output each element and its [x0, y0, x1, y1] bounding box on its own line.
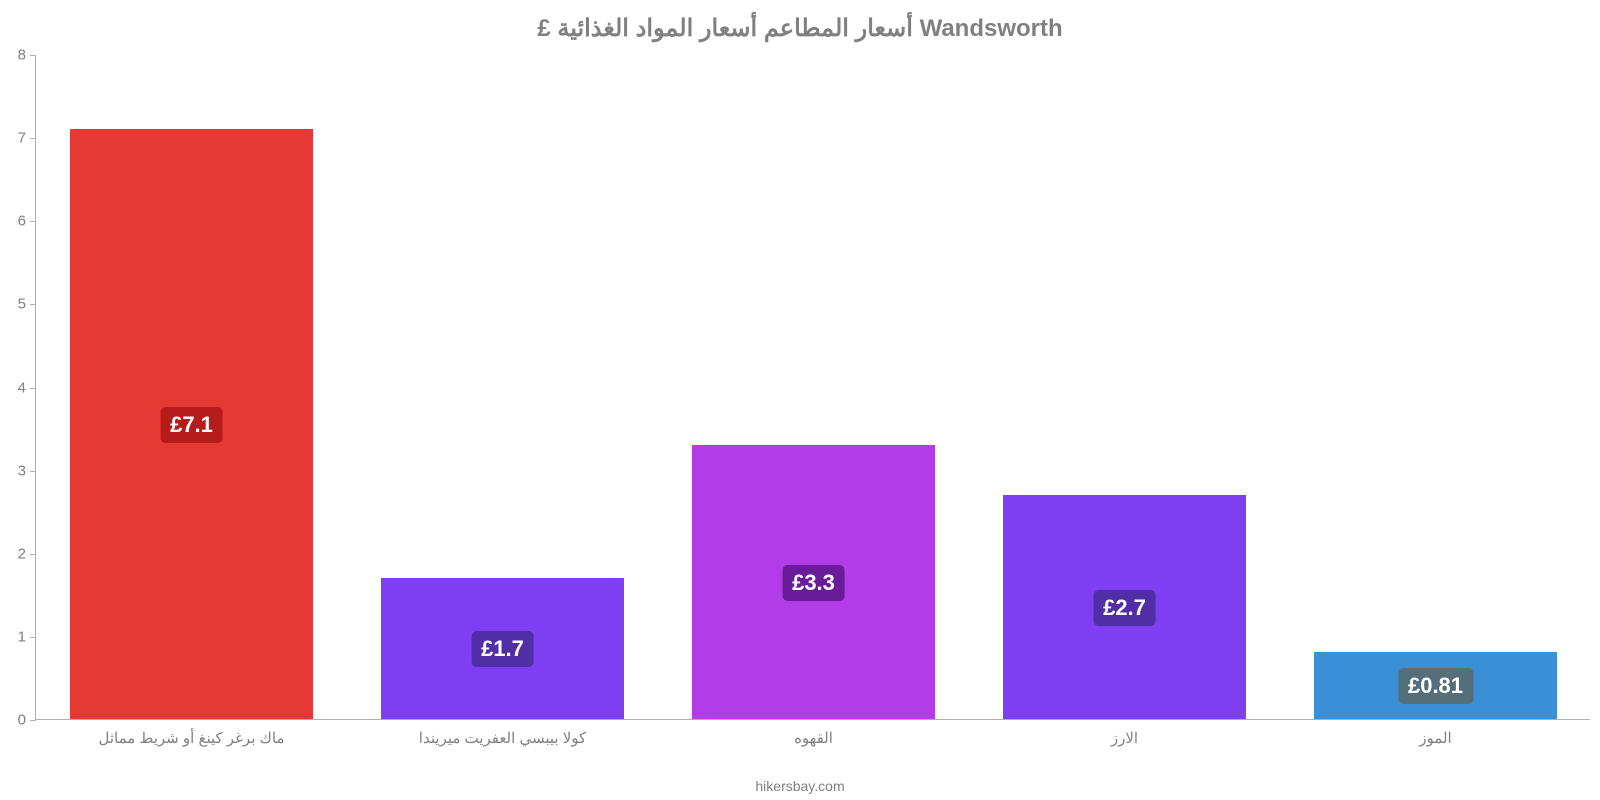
y-tick-label: 2 [18, 545, 26, 562]
bar-value-label: £0.81 [1398, 668, 1473, 704]
y-tick-mark [30, 304, 36, 305]
y-tick-mark [30, 388, 36, 389]
y-tick-label: 1 [18, 628, 26, 645]
bar-value-label: £7.1 [160, 407, 223, 443]
x-category-label: القهوه [794, 729, 833, 747]
bar-value-label: £3.3 [782, 565, 845, 601]
y-tick-mark [30, 554, 36, 555]
y-tick-label: 4 [18, 379, 26, 396]
x-category-label: ماك برغر كينغ أو شريط مماثل [98, 729, 284, 747]
plot-area: 012345678£7.1ماك برغر كينغ أو شريط مماثل… [35, 55, 1590, 720]
y-tick-mark [30, 720, 36, 721]
bar-value-label: £2.7 [1093, 590, 1156, 626]
chart-title: £ أسعار المطاعم أسعار المواد الغذائية Wa… [0, 14, 1600, 43]
y-tick-mark [30, 138, 36, 139]
y-tick-label: 5 [18, 296, 26, 313]
y-tick-label: 3 [18, 462, 26, 479]
price-bar-chart: £ أسعار المطاعم أسعار المواد الغذائية Wa… [0, 0, 1600, 800]
bar-value-label: £1.7 [471, 631, 534, 667]
x-category-label: الموز [1419, 729, 1451, 747]
x-category-label: كولا بيبسي العفريت ميريندا [419, 729, 586, 747]
y-tick-label: 7 [18, 130, 26, 147]
x-category-label: الارز [1111, 729, 1138, 747]
y-tick-mark [30, 637, 36, 638]
y-tick-label: 0 [18, 712, 26, 729]
y-tick-mark [30, 221, 36, 222]
y-tick-mark [30, 471, 36, 472]
chart-footer: hikersbay.com [0, 778, 1600, 794]
y-tick-mark [30, 55, 36, 56]
y-tick-label: 8 [18, 47, 26, 64]
y-tick-label: 6 [18, 213, 26, 230]
